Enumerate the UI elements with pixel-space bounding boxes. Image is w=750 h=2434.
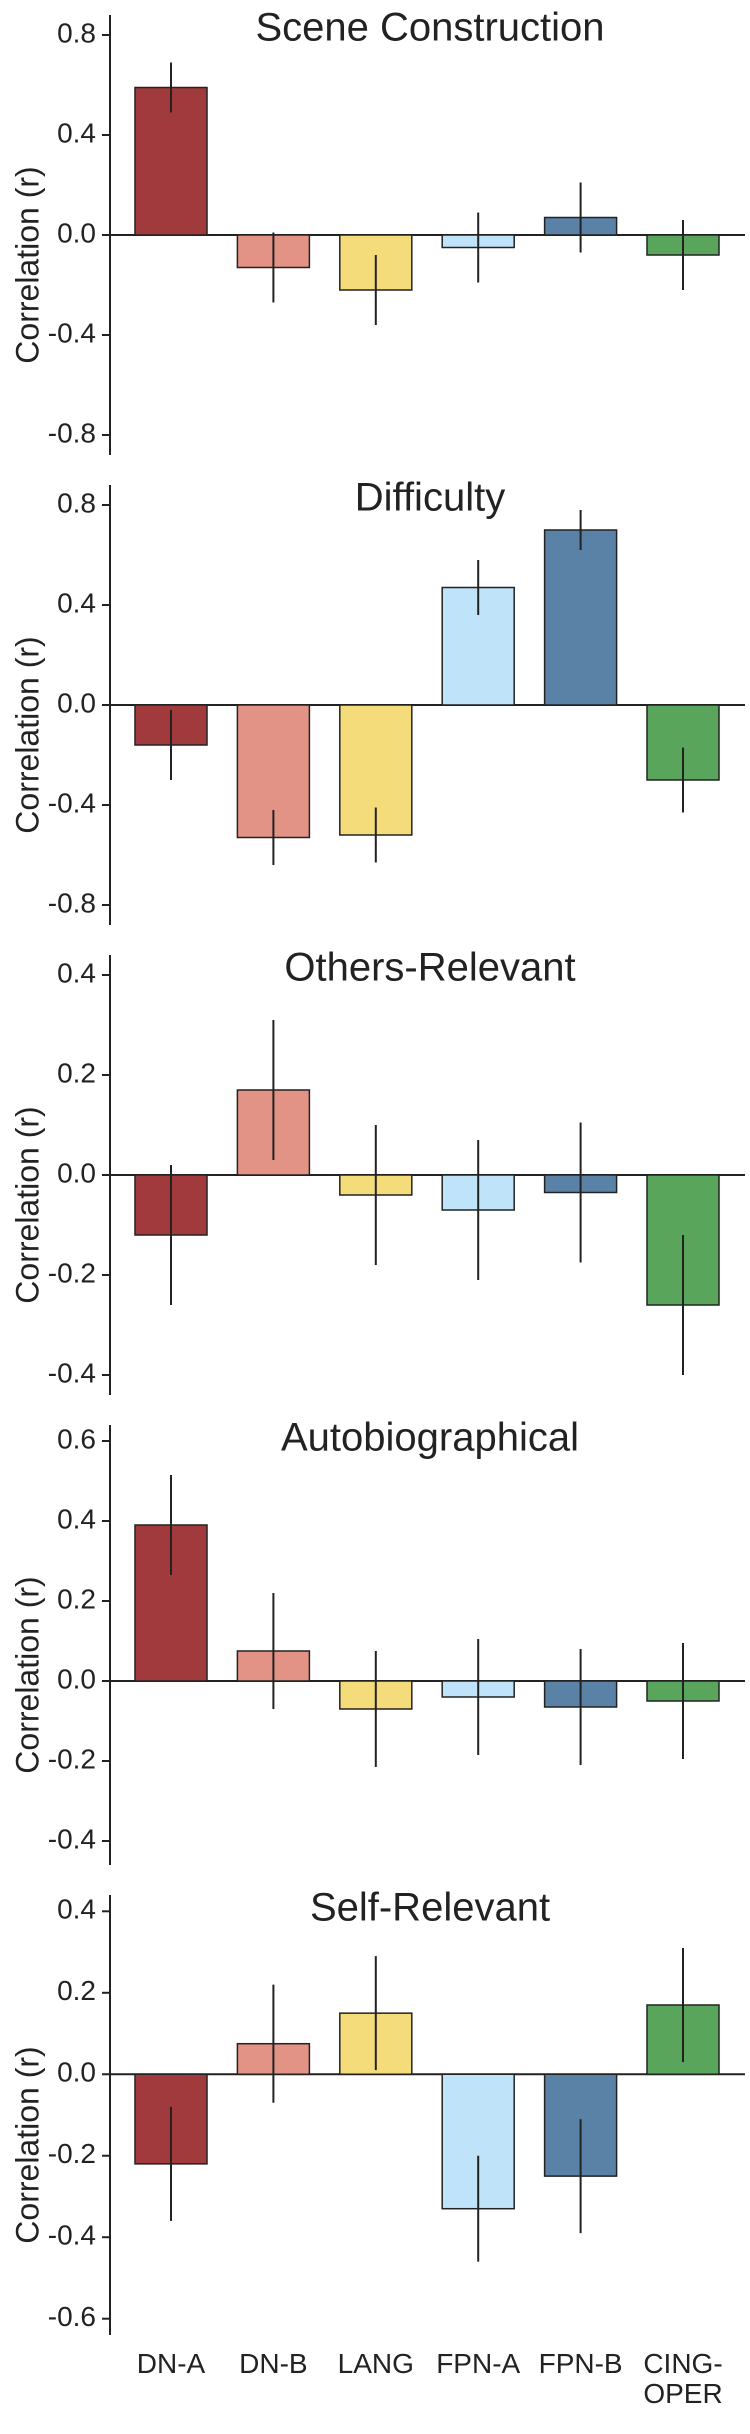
chart-title: Scene Construction [255,6,604,50]
chart-title: Difficulty [355,476,505,520]
y-tick-label: 0.0 [57,1157,96,1188]
chart-title: Autobiographical [281,1416,579,1460]
y-tick-label: -0.2 [48,1257,96,1288]
y-axis-label: Correlation (r) [9,166,45,363]
x-tick-label: DN-B [239,2348,308,2379]
y-tick-label: -0.4 [48,1823,96,1854]
y-tick-label: 0.0 [57,1663,96,1694]
y-tick-label: -0.2 [48,2138,96,2169]
y-tick-label: 0.2 [57,1583,96,1614]
x-tick-label: DN-A [136,2348,206,2379]
y-tick-label: 0.0 [57,217,96,248]
y-tick-label: 0.8 [57,17,96,48]
x-tick-label: LANG [337,2348,414,2379]
y-tick-label: 0.4 [57,1503,96,1534]
y-tick-label: 0.0 [57,2057,96,2088]
y-axis-label: Correlation (r) [9,1106,45,1303]
y-tick-label: 0.0 [57,687,96,718]
y-tick-label: 0.4 [57,117,96,148]
y-tick-label: -0.8 [48,417,96,448]
bar [543,529,618,706]
y-tick-label: -0.4 [48,787,96,818]
y-axis-label: Correlation (r) [9,2046,45,2243]
chart-title: Others-Relevant [284,946,575,990]
y-axis-label: Correlation (r) [9,1576,45,1773]
y-tick-label: 0.4 [57,587,96,618]
chart-title: Self-Relevant [310,1886,550,1930]
y-tick-label: -0.4 [48,317,96,348]
y-tick-label: -0.4 [48,1357,96,1388]
y-tick-label: -0.6 [48,2301,96,2332]
x-tick-label: FPN-B [538,2348,623,2379]
x-tick-label: CING- OPER [643,2348,723,2409]
y-tick-label: 0.6 [57,1423,96,1454]
y-tick-label: 0.8 [57,487,96,518]
y-axis-label: Correlation (r) [9,636,45,833]
y-tick-label: 0.2 [57,1057,96,1088]
y-tick-label: 0.4 [57,957,96,988]
y-tick-label: -0.2 [48,1743,96,1774]
y-tick-label: -0.4 [48,2220,96,2251]
y-tick-label: 0.4 [57,1894,96,1925]
x-tick-label: FPN-A [436,2348,521,2379]
y-tick-label: -0.8 [48,887,96,918]
y-tick-label: 0.2 [57,1975,96,2006]
